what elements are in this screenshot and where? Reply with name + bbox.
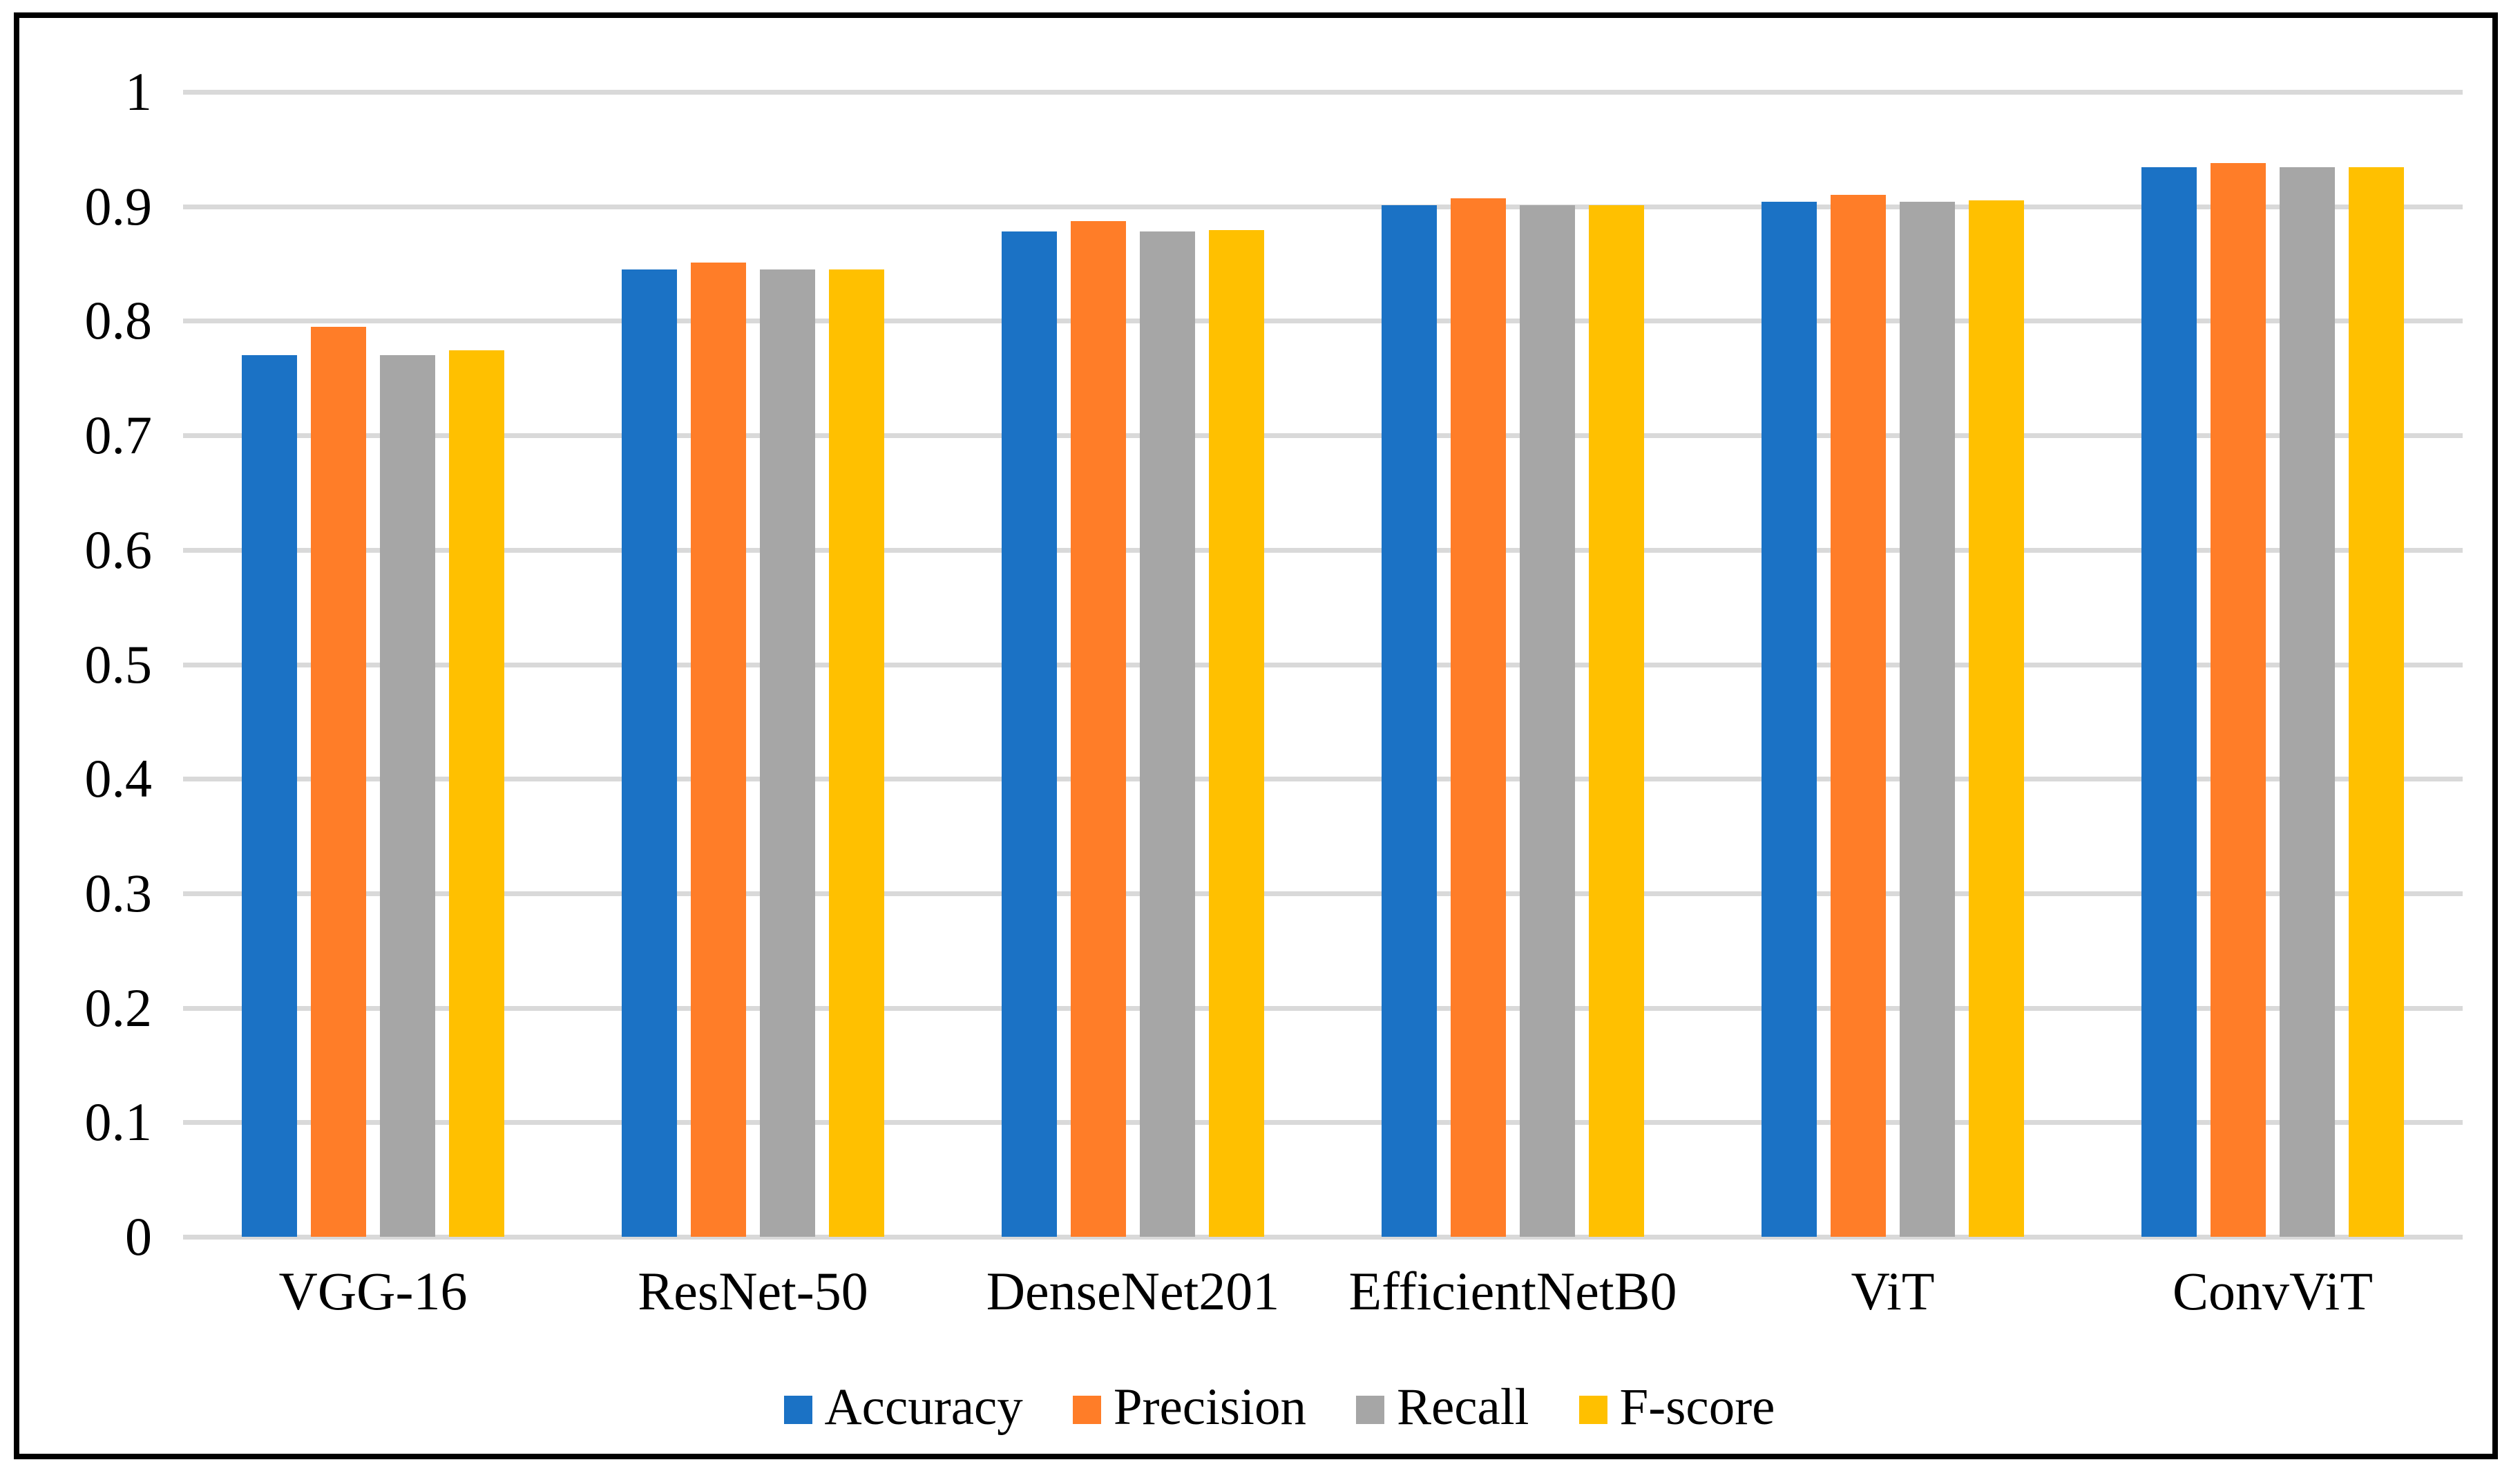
legend-marker-Precision-icon (1072, 1395, 1101, 1424)
bar-ConvViT-Recall (2280, 167, 2335, 1237)
gridline-y-0.6 (183, 547, 2463, 553)
bar-EfficientNetB0-Precision (1451, 198, 1506, 1237)
bar-ResNet-50-Recall (760, 269, 815, 1237)
gridline-y-0.7 (183, 433, 2463, 439)
x-category-label-ViT: ViT (1851, 1261, 1935, 1321)
bar-ViT-F-score (1969, 200, 2024, 1237)
y-tick-label-0.6: 0.6 (84, 519, 153, 580)
legend-label-Precision: Precision (1113, 1378, 1306, 1436)
legend-marker-Recall-icon (1355, 1395, 1384, 1424)
bar-VGG-16-F-score (449, 350, 504, 1237)
bar-EfficientNetB0-Recall (1520, 205, 1575, 1237)
bar-ResNet-50-Precision (691, 263, 746, 1237)
y-tick-label-0.1: 0.1 (84, 1092, 153, 1152)
y-tick-label-0: 0 (125, 1206, 152, 1266)
bar-ResNet-50-Accuracy (622, 269, 677, 1237)
x-category-label-ResNet-50: ResNet-50 (638, 1261, 868, 1321)
gridline-y-1 (183, 90, 2463, 95)
x-category-label-ConvViT: ConvViT (2173, 1261, 2373, 1321)
gridline-y-0.4 (183, 777, 2463, 782)
chart-frame-border: 1 0.9 0.8 0.7 0.6 0.5 0.4 0.3 0.2 0.1 0 VGG-16 ResN… (14, 12, 2498, 1459)
y-tick-label-0.9: 0.9 (84, 175, 153, 236)
legend-item-F-score: F-score (1578, 1376, 1775, 1439)
x-category-label-EfficientNetB0: EfficientNetB0 (1348, 1261, 1677, 1321)
bar-ViT-Accuracy (1762, 202, 1817, 1237)
y-tick-label-0.4: 0.4 (84, 748, 153, 809)
bar-DenseNet201-Precision (1071, 221, 1126, 1237)
legend-marker-Accuracy-icon (783, 1395, 812, 1424)
legend-label-F-score: F-score (1619, 1378, 1775, 1436)
bar-VGG-16-Accuracy (242, 355, 297, 1237)
gridline-y-0.2 (183, 1005, 2463, 1011)
bar-ConvViT-Precision (2211, 163, 2266, 1237)
bar-DenseNet201-Recall (1140, 231, 1195, 1237)
y-tick-label-1: 1 (125, 61, 152, 122)
y-tick-label-0.2: 0.2 (84, 977, 153, 1038)
x-category-label-DenseNet201: DenseNet201 (986, 1261, 1280, 1321)
bar-DenseNet201-F-score (1209, 230, 1264, 1237)
legend-label-Accuracy: Accuracy (824, 1378, 1023, 1436)
bar-VGG-16-Precision (311, 327, 366, 1237)
x-category-label-VGG-16: VGG-16 (278, 1261, 468, 1321)
legend-marker-F-score-icon (1578, 1395, 1607, 1424)
gridline-y-0.9 (183, 204, 2463, 209)
legend: Accuracy Precision Recall F-score (19, 1376, 2520, 1439)
legend-item-Accuracy: Accuracy (783, 1376, 1023, 1439)
y-tick-label-0.7: 0.7 (84, 405, 153, 466)
bar-ConvViT-F-score (2349, 167, 2404, 1237)
y-tick-label-0.8: 0.8 (84, 290, 153, 351)
gridline-y-0 (183, 1235, 2463, 1240)
y-tick-label-0.3: 0.3 (84, 862, 153, 923)
y-tick-label-0.5: 0.5 (84, 634, 153, 694)
legend-item-Recall: Recall (1355, 1376, 1529, 1439)
bar-ViT-Precision (1831, 195, 1886, 1237)
gridline-y-0.3 (183, 891, 2463, 896)
bar-DenseNet201-Accuracy (1002, 231, 1057, 1237)
bar-ViT-Recall (1900, 202, 1955, 1237)
plot-area (183, 90, 2463, 1240)
gridline-y-0.1 (183, 1120, 2463, 1126)
bar-ResNet-50-F-score (829, 269, 884, 1237)
bar-VGG-16-Recall (380, 355, 435, 1237)
gridline-y-0.8 (183, 319, 2463, 324)
gridline-y-0.5 (183, 662, 2463, 667)
bar-ConvViT-Accuracy (2141, 167, 2197, 1237)
bar-EfficientNetB0-Accuracy (1382, 205, 1437, 1237)
legend-label-Recall: Recall (1396, 1378, 1529, 1436)
legend-item-Precision: Precision (1072, 1376, 1306, 1439)
bar-EfficientNetB0-F-score (1589, 205, 1644, 1237)
